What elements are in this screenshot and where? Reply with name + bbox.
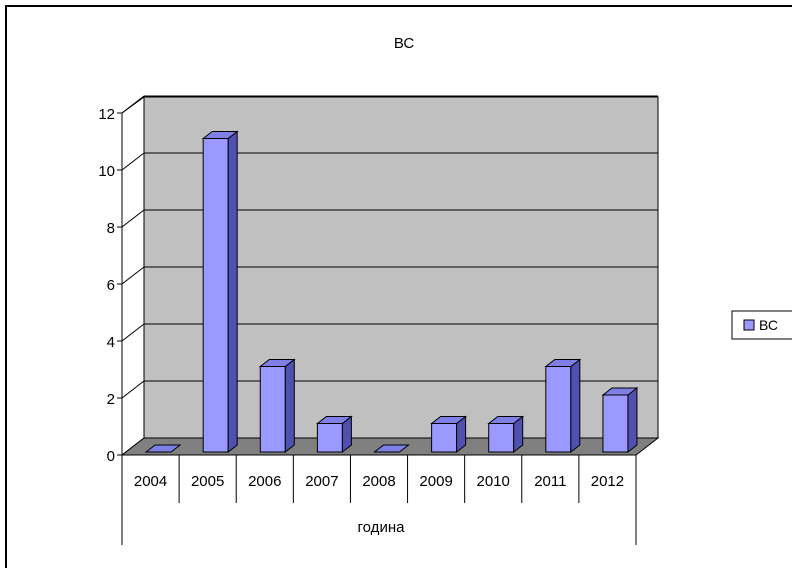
gridline-side bbox=[121, 380, 145, 399]
bar bbox=[373, 444, 410, 453]
bar-top bbox=[487, 416, 525, 424]
bar bbox=[144, 444, 182, 453]
gridline-side bbox=[121, 152, 145, 171]
y-tick-label: 10 bbox=[98, 163, 115, 180]
bar-top bbox=[201, 131, 239, 139]
x-tick-label: 2009 bbox=[419, 473, 452, 490]
y-tick-label: 0 bbox=[107, 448, 115, 465]
bar-side bbox=[227, 130, 238, 454]
gridline-side bbox=[121, 95, 145, 114]
bar-front bbox=[316, 423, 343, 453]
y-ticks: 0 2 4 6 8 10 12 bbox=[98, 106, 122, 465]
legend-label: ВС bbox=[759, 317, 778, 333]
legend: ВС bbox=[731, 310, 792, 340]
x-tick-label: 2005 bbox=[191, 473, 224, 490]
x-tick-label: 2008 bbox=[362, 473, 395, 490]
y-tick-label: 2 bbox=[107, 391, 115, 408]
gridline-side bbox=[121, 266, 145, 285]
bars bbox=[144, 130, 639, 454]
x-tick-label: 2004 bbox=[134, 473, 167, 490]
bar-top bbox=[601, 387, 639, 396]
bar bbox=[430, 415, 468, 454]
legend-swatch bbox=[743, 319, 755, 331]
bar-side bbox=[284, 358, 295, 454]
bar-front bbox=[602, 394, 629, 453]
bar-front bbox=[202, 138, 229, 453]
y-tick-label: 8 bbox=[107, 220, 115, 237]
bar bbox=[601, 386, 639, 454]
x-tick-label: 2011 bbox=[534, 473, 566, 490]
bar-side bbox=[570, 358, 581, 454]
bar bbox=[544, 358, 582, 454]
chart-title: ВС bbox=[394, 35, 415, 52]
y-tick-label: 6 bbox=[107, 277, 115, 294]
bar-top bbox=[258, 359, 296, 367]
bar-front bbox=[545, 366, 572, 453]
bar-top bbox=[430, 416, 468, 424]
y-tick-label: 12 bbox=[98, 106, 115, 123]
x-axis-title: година bbox=[358, 519, 406, 536]
legend-box bbox=[731, 310, 792, 340]
bar-top bbox=[315, 416, 353, 424]
y-tick-label: 4 bbox=[107, 334, 115, 351]
bar-top bbox=[144, 444, 182, 453]
x-tick-label: 2010 bbox=[477, 473, 510, 490]
x-category-table: 2004 2005 2006 2007 2008 2009 2010 2011 2012 bbox=[121, 455, 637, 545]
bar-front bbox=[431, 423, 458, 453]
gridline-side bbox=[121, 323, 145, 342]
x-tick-label: 2007 bbox=[305, 473, 338, 490]
bar-side bbox=[627, 386, 638, 454]
gridline-side bbox=[121, 209, 145, 228]
x-tick-label: 2006 bbox=[248, 473, 281, 490]
bar-top bbox=[373, 444, 410, 453]
bar-front bbox=[259, 366, 286, 453]
bar bbox=[315, 415, 353, 454]
bar bbox=[258, 358, 296, 454]
bar-top bbox=[544, 359, 582, 367]
bar-front bbox=[488, 423, 515, 453]
bar bbox=[201, 130, 239, 454]
x-tick-label: 2012 bbox=[591, 473, 624, 490]
bar bbox=[487, 415, 525, 454]
